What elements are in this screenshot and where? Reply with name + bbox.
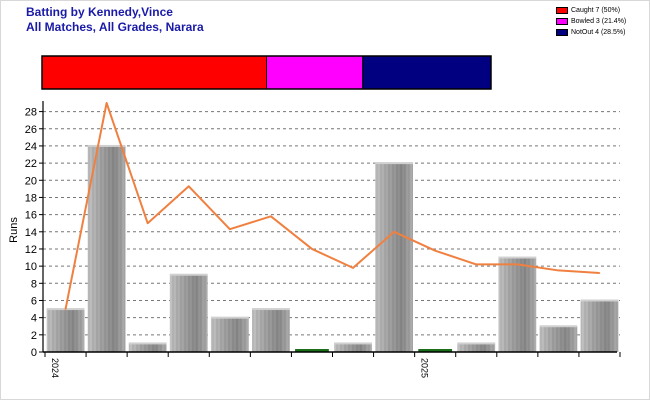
bar-texture [210, 317, 249, 352]
y-tick-label: 28 [25, 107, 37, 119]
chart-subtitle: All Matches, All Grades, Narara [26, 20, 204, 34]
average-line-point [187, 185, 190, 188]
average-line-point [434, 249, 436, 252]
bar-top [210, 316, 249, 319]
x-tick-label: 2025 [420, 358, 430, 378]
y-tick-label: 14 [25, 227, 37, 239]
bar-top [128, 342, 167, 345]
legend: Caught 7 (50%) Bowled 3 (21.4%) NotOut 4… [556, 5, 626, 38]
bar-top [457, 342, 496, 345]
bar-texture [87, 145, 126, 352]
bar-texture [334, 343, 372, 352]
bars [46, 144, 619, 352]
average-line-point [270, 215, 272, 218]
average-line-path [64, 102, 600, 310]
average-line-point [146, 222, 149, 225]
bar-top [375, 162, 413, 165]
bar-texture [457, 343, 496, 352]
y-tick-label: 22 [25, 158, 37, 170]
bar-texture [252, 309, 290, 352]
y-tick-label: 18 [25, 192, 37, 204]
y-tick-label: 12 [25, 244, 37, 256]
chart-title: Batting by Kennedy,Vince [26, 5, 173, 19]
y-tick-label: 4 [31, 313, 37, 325]
y-tick-label: 26 [25, 124, 37, 136]
average-line-point [516, 263, 519, 266]
legend-swatch-caught [556, 6, 568, 14]
average-line-point [64, 308, 67, 310]
bar-texture [375, 163, 413, 352]
bar-zero [418, 349, 453, 352]
legend-label-notout: NotOut 4 (28.5%) [571, 28, 626, 36]
legend-item-caught: Caught 7 (50%) [556, 5, 626, 15]
y-tick-label: 24 [25, 141, 37, 153]
y-tick-label: 16 [25, 210, 37, 222]
bar-texture [498, 257, 537, 352]
y-tick-label: 0 [31, 347, 37, 359]
y-tick-label: 10 [25, 261, 37, 273]
bar-top [498, 256, 537, 259]
legend-item-bowled: Bowled 3 (21.4%) [556, 16, 626, 26]
bar-top [580, 299, 619, 302]
dismissal-segment-bowled [266, 55, 364, 90]
y-tick-label: 2 [31, 330, 37, 342]
bar-top [252, 308, 290, 311]
bar-texture [128, 343, 167, 352]
bar-texture [580, 300, 619, 352]
average-line-point [557, 269, 560, 272]
dismissal-segment-caught [41, 55, 267, 90]
y-tick-label: 8 [31, 278, 37, 290]
legend-swatch-notout [556, 28, 568, 36]
bar-texture [169, 274, 208, 352]
y-tick-label: 6 [31, 295, 37, 307]
bar-zero [295, 349, 329, 352]
legend-label-caught: Caught 7 (50%) [571, 6, 621, 14]
y-axis-label: Runs [8, 217, 20, 243]
average-line-point [475, 263, 478, 266]
dismissal-segment-notout [362, 55, 492, 90]
average-line-point [598, 272, 601, 274]
bar-texture [539, 326, 578, 352]
average-line-point [311, 248, 313, 250]
legend-label-bowled: Bowled 3 (21.4%) [571, 17, 627, 25]
average-line-point [393, 230, 395, 233]
bar-top [539, 325, 578, 328]
average-line [64, 102, 601, 310]
y-tick-label: 20 [25, 175, 37, 187]
bar-top [169, 273, 208, 276]
bar-top [334, 342, 372, 345]
average-line-point [352, 267, 354, 269]
legend-item-notout: NotOut 4 (28.5%) [556, 27, 626, 37]
bar-texture [46, 309, 85, 352]
bar-top [87, 144, 126, 147]
legend-swatch-bowled [556, 17, 568, 25]
average-line-point [105, 102, 108, 104]
dismissal-bar-border [41, 55, 492, 90]
average-line-point [229, 228, 231, 231]
x-tick-label: 2024 [50, 358, 60, 378]
dismissal-bar [41, 55, 492, 90]
